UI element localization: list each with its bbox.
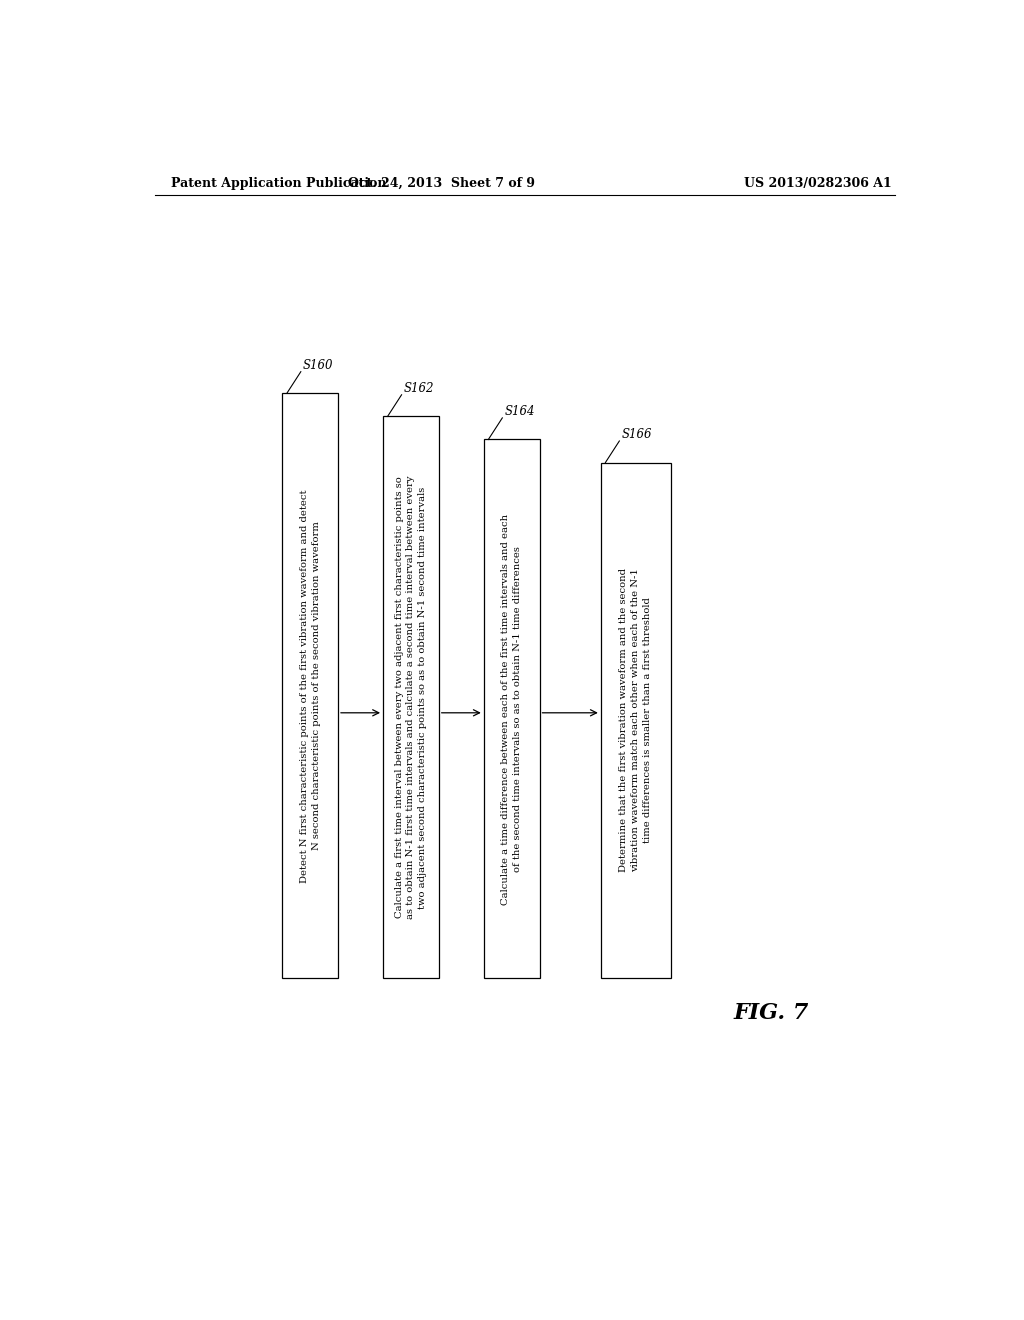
Text: Calculate a first time interval between every two adjacent first characteristic : Calculate a first time interval between … (394, 475, 427, 919)
Bar (601, 462, 671, 978)
Text: S162: S162 (403, 381, 434, 395)
Text: Detect N first characteristic points of the first vibration waveform and detect
: Detect N first characteristic points of … (300, 490, 321, 883)
Text: S164: S164 (505, 405, 536, 418)
Text: Oct. 24, 2013  Sheet 7 of 9: Oct. 24, 2013 Sheet 7 of 9 (348, 177, 536, 190)
Text: FIG. 7: FIG. 7 (733, 1002, 809, 1024)
Text: Determine that the first vibration waveform and the second
vibration waveform ma: Determine that the first vibration wavef… (620, 569, 652, 873)
Text: Calculate a time difference between each of the first time intervals and each
of: Calculate a time difference between each… (501, 513, 522, 904)
Text: S166: S166 (622, 428, 652, 441)
Bar (283, 393, 338, 978)
Bar (483, 440, 540, 978)
Text: S160: S160 (303, 359, 334, 372)
Bar (383, 416, 438, 978)
Text: US 2013/0282306 A1: US 2013/0282306 A1 (743, 177, 892, 190)
Text: Patent Application Publication: Patent Application Publication (171, 177, 386, 190)
